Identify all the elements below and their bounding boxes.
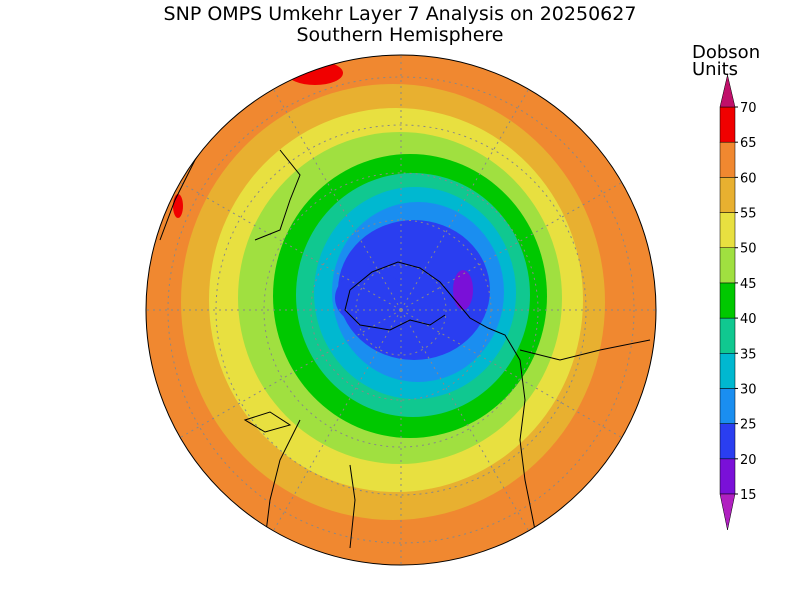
map-subtitle: Southern Hemisphere bbox=[296, 24, 503, 46]
colorbar-over bbox=[719, 74, 736, 108]
colorbar-tick-label: 40 bbox=[740, 312, 757, 327]
colorbar-bin bbox=[719, 141, 736, 178]
colorbar-bin bbox=[719, 212, 736, 248]
contour-fill bbox=[173, 194, 183, 218]
colorbar-tick-label: 25 bbox=[740, 418, 757, 433]
map-title: SNP OMPS Umkehr Layer 7 Analysis on 2025… bbox=[164, 3, 637, 25]
colorbar-bin bbox=[719, 388, 736, 424]
colorbar-bin bbox=[719, 353, 736, 389]
colorbar-bin bbox=[719, 458, 736, 495]
colorbar-bin bbox=[719, 106, 736, 143]
colorbar-tick-label: 30 bbox=[740, 382, 757, 397]
colorbar-under bbox=[719, 493, 736, 531]
colorbar-title: Dobson bbox=[692, 42, 760, 63]
contour-fill bbox=[335, 270, 405, 326]
colorbar-bin bbox=[719, 177, 736, 213]
colorbar-tick-label: 35 bbox=[740, 347, 757, 362]
colorbar-bin bbox=[719, 247, 736, 284]
contour-fill bbox=[453, 270, 473, 310]
colorbar-title: Units bbox=[692, 59, 738, 80]
colorbar-tick-label: 70 bbox=[740, 101, 757, 116]
graticule bbox=[146, 55, 656, 565]
colorbar-tick-label: 15 bbox=[740, 488, 757, 503]
colorbar-tick-label: 55 bbox=[740, 207, 757, 222]
colorbar-tick-label: 45 bbox=[740, 277, 757, 292]
map-area bbox=[146, 55, 656, 565]
colorbar-tick-label: 20 bbox=[740, 453, 757, 468]
contour-fill bbox=[287, 61, 343, 85]
colorbar-bin bbox=[719, 423, 736, 460]
colorbar-tick-label: 60 bbox=[740, 171, 757, 186]
colorbar-bin bbox=[719, 317, 736, 354]
map-border bbox=[145, 54, 657, 566]
colorbar-bin bbox=[719, 282, 736, 319]
colorbar: 15 20 25 30 35 40 45 50 55 60 65 70 bbox=[719, 74, 757, 531]
colorbar-tick-label: 50 bbox=[740, 242, 757, 257]
colorbar-tick-label: 65 bbox=[740, 136, 757, 151]
